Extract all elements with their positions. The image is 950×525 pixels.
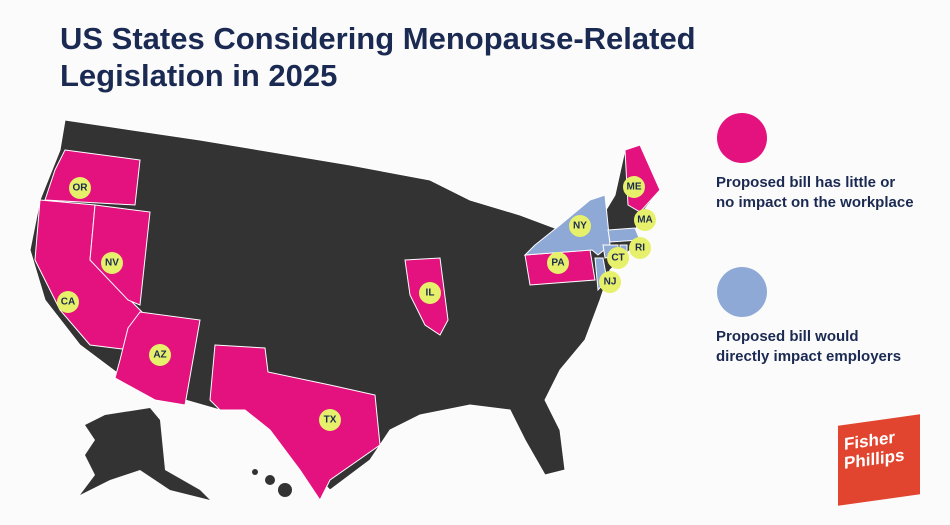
state-label: NV bbox=[105, 258, 119, 269]
legend-label: Proposed bill would directly impact empl… bbox=[716, 328, 902, 365]
state-badge bbox=[419, 282, 441, 304]
state-label: NY bbox=[573, 221, 587, 232]
state-badge bbox=[623, 176, 645, 198]
state-label: AZ bbox=[153, 350, 166, 361]
title: US States Considering Menopause-Related … bbox=[60, 21, 696, 93]
state bbox=[209, 344, 381, 501]
state-badge bbox=[547, 252, 569, 274]
state-label: IL bbox=[426, 288, 435, 299]
state-label: CA bbox=[61, 297, 75, 308]
hawaii bbox=[252, 469, 258, 475]
state-badge bbox=[634, 209, 656, 231]
state-label: MA bbox=[637, 215, 653, 226]
state-badge bbox=[607, 247, 629, 269]
legend-label: Proposed bill has little or no impact on… bbox=[716, 174, 914, 211]
alaska bbox=[80, 408, 210, 500]
state-label: PA bbox=[551, 258, 564, 269]
state-badge bbox=[101, 252, 123, 274]
state bbox=[89, 204, 151, 306]
state-badge bbox=[599, 271, 621, 293]
state-label: NJ bbox=[604, 277, 617, 288]
state-badge bbox=[57, 291, 79, 313]
state-badge bbox=[629, 237, 651, 259]
legend-swatch bbox=[717, 113, 767, 163]
hawaii bbox=[278, 483, 292, 497]
state bbox=[44, 149, 141, 206]
state-badge bbox=[149, 344, 171, 366]
state-label: TX bbox=[324, 415, 337, 426]
state-label: OR bbox=[73, 183, 89, 194]
legend-swatch bbox=[717, 267, 767, 317]
logo: Fisher Phillips bbox=[838, 414, 920, 506]
state-label: RI bbox=[635, 243, 645, 254]
state-label: ME bbox=[627, 182, 642, 193]
state-label: CT bbox=[611, 253, 624, 264]
state-badge bbox=[319, 409, 341, 431]
state-badge bbox=[569, 215, 591, 237]
state-badge bbox=[69, 177, 91, 199]
hawaii bbox=[265, 475, 275, 485]
